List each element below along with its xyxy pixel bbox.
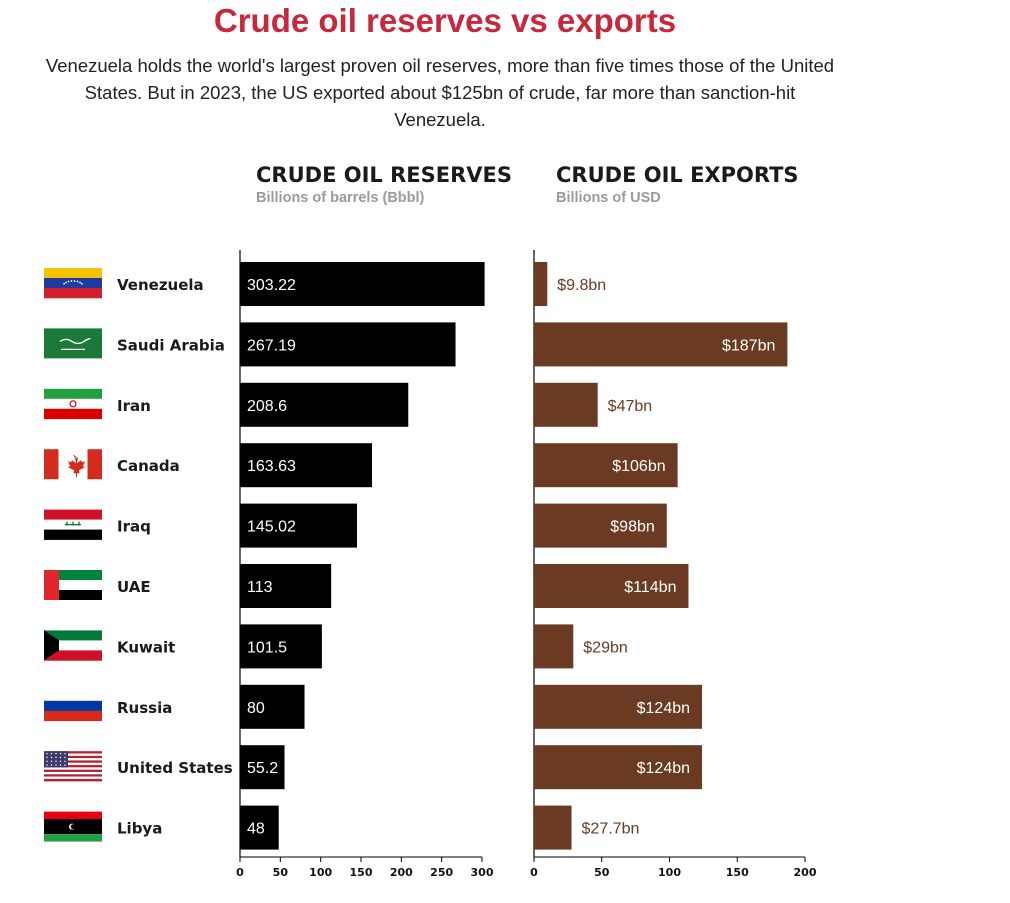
reserves-bar-canada bbox=[240, 443, 372, 488]
country-label-libya: Libya bbox=[117, 820, 162, 838]
x-tick-label: 0 bbox=[236, 866, 244, 879]
reserves-bar-venezuela bbox=[240, 262, 485, 306]
exports-value-label-libya: $27.7bn bbox=[582, 821, 640, 838]
exports-bar-uae bbox=[534, 564, 689, 608]
x-tick-label: 250 bbox=[430, 866, 453, 879]
exports-bar-kuwait bbox=[534, 624, 574, 669]
exports-value-label-saudi-arabia: $187bn bbox=[722, 337, 775, 354]
reserves-value-label-united-states: 55.2 bbox=[247, 760, 278, 777]
reserves-value-label-venezuela: 303.22 bbox=[247, 277, 296, 294]
reserves-bar-iran bbox=[240, 382, 409, 427]
reserves-panel-title: CRUDE OIL RESERVES bbox=[256, 163, 512, 187]
x-tick-label: 300 bbox=[471, 866, 494, 879]
kuwait-flag-icon bbox=[44, 630, 102, 661]
reserves-panel-subtitle: Billions of barrels (Bbbl) bbox=[256, 190, 425, 206]
reserves-bar-uae bbox=[240, 564, 332, 608]
reserves-bar-saudi-arabia bbox=[240, 322, 456, 367]
exports-value-label-uae: $114bn bbox=[624, 579, 676, 596]
x-tick-label: 200 bbox=[794, 866, 817, 879]
reserves-value-label-saudi-arabia: 267.19 bbox=[247, 337, 296, 354]
country-label-united-states: United States bbox=[117, 759, 233, 777]
reserves-value-label-canada: 163.63 bbox=[247, 458, 296, 475]
venezuela-flag-icon bbox=[44, 268, 102, 299]
x-tick-label: 100 bbox=[658, 866, 681, 879]
x-tick-label: 150 bbox=[726, 866, 749, 879]
exports-value-label-russia: $124bn bbox=[637, 700, 690, 717]
x-tick-label: 200 bbox=[390, 866, 413, 879]
exports-value-label-iran: $47bn bbox=[608, 398, 653, 415]
x-tick-label: 50 bbox=[273, 866, 289, 879]
libya-flag-icon bbox=[44, 811, 102, 842]
exports-bar-united-states bbox=[534, 745, 703, 790]
exports-value-label-united-states: $124bn bbox=[637, 760, 690, 777]
country-label-venezuela: Venezuela bbox=[117, 276, 204, 294]
country-label-russia: Russia bbox=[117, 699, 172, 717]
reserves-value-label-russia: 80 bbox=[247, 700, 265, 717]
reserves-bar-iraq bbox=[240, 503, 357, 548]
chart-title: Crude oil reserves vs exports bbox=[213, 2, 677, 39]
exports-bar-libya bbox=[534, 805, 572, 850]
reserves-value-label-iraq: 145.02 bbox=[247, 519, 296, 536]
exports-bar-iraq bbox=[534, 503, 667, 548]
country-label-iran: Iran bbox=[117, 397, 151, 415]
reserves-bar-russia bbox=[240, 684, 305, 729]
saudi-arabia-flag-icon bbox=[44, 328, 102, 359]
reserves-bar-kuwait bbox=[240, 624, 322, 669]
exports-panel-subtitle: Billions of USD bbox=[556, 190, 661, 206]
x-tick-label: 150 bbox=[350, 866, 373, 879]
exports-value-label-canada: $106bn bbox=[612, 458, 665, 475]
canada-flag-icon bbox=[44, 449, 102, 480]
country-label-canada: Canada bbox=[117, 457, 180, 475]
country-label-saudi-arabia: Saudi Arabia bbox=[117, 336, 225, 354]
chart-subtitle: Venezuela holds the world's largest prov… bbox=[45, 55, 835, 130]
exports-bar-russia bbox=[534, 684, 703, 729]
x-tick-label: 50 bbox=[594, 866, 610, 879]
iraq-flag-icon bbox=[44, 509, 102, 540]
reserves-value-label-libya: 48 bbox=[247, 821, 265, 838]
uae-flag-icon bbox=[44, 570, 102, 600]
reserves-bar-united-states bbox=[240, 745, 285, 790]
exports-bar-saudi-arabia bbox=[534, 322, 788, 367]
iran-flag-icon bbox=[44, 388, 102, 420]
reserves-bar-libya bbox=[240, 805, 279, 850]
exports-bar-canada bbox=[534, 443, 678, 488]
exports-bar-iran bbox=[534, 382, 598, 427]
russia-flag-icon bbox=[44, 690, 102, 722]
x-tick-label: 100 bbox=[309, 866, 332, 879]
reserves-value-label-kuwait: 101.5 bbox=[247, 639, 287, 656]
united-states-flag-icon bbox=[44, 751, 102, 782]
exports-value-label-venezuela: $9.8bn bbox=[557, 277, 606, 294]
reserves-value-label-uae: 113 bbox=[247, 579, 273, 596]
exports-panel-title: CRUDE OIL EXPORTS bbox=[556, 163, 799, 187]
reserves-value-label-iran: 208.6 bbox=[247, 398, 287, 415]
country-label-kuwait: Kuwait bbox=[117, 638, 175, 656]
exports-value-label-iraq: $98bn bbox=[610, 519, 655, 536]
exports-value-label-kuwait: $29bn bbox=[583, 639, 628, 656]
country-label-iraq: Iraq bbox=[117, 518, 151, 536]
exports-bar-venezuela bbox=[534, 262, 548, 306]
country-label-uae: UAE bbox=[117, 578, 151, 596]
x-tick-label: 0 bbox=[530, 866, 538, 879]
